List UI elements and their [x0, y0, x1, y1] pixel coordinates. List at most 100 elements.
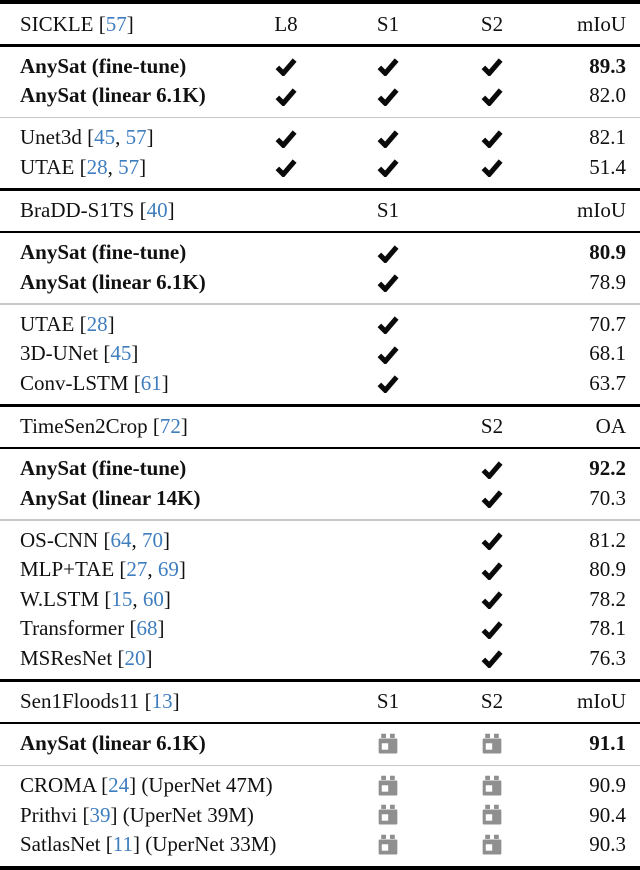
modality-cell-s2 — [440, 644, 544, 674]
modality-cell-l8 — [236, 238, 336, 268]
citation-link[interactable]: 28 — [86, 311, 108, 336]
check-icon — [481, 86, 503, 106]
label-suffix: (UperNet 47M) — [136, 773, 273, 798]
citation-link[interactable]: 39 — [89, 802, 111, 827]
label-text: Unet3d — [20, 125, 82, 150]
group-separator-rule — [0, 303, 640, 305]
method-label: Conv-LSTM [61] — [0, 370, 236, 395]
citation-link[interactable]: 72 — [159, 414, 181, 438]
citation-link[interactable]: 45 — [110, 341, 132, 366]
label-text: SatlasNet — [20, 832, 101, 857]
check-icon — [275, 56, 297, 77]
citation-link[interactable]: 69 — [157, 557, 179, 582]
check-icon — [481, 560, 503, 580]
modality-cell-l8 — [236, 339, 336, 369]
modality-cell-s1 — [336, 771, 440, 801]
bracket-close: ] — [132, 832, 140, 857]
check-icon — [481, 530, 503, 551]
column-header-label: S1 — [376, 11, 400, 36]
calendar-icon — [481, 834, 503, 856]
citation-separator: , — [115, 125, 126, 150]
modality-cell-s2 — [440, 123, 544, 153]
citation-link[interactable]: 40 — [146, 198, 168, 222]
modality-cell-s1 — [336, 644, 440, 674]
column-header-l8 — [236, 682, 336, 722]
metric-value: 80.9 — [589, 240, 626, 265]
dataset-name: BraDD-S1TS [40] — [0, 200, 236, 221]
label-text: AnySat (linear 14K) — [20, 485, 201, 510]
bracket-close: ] — [131, 341, 139, 366]
modality-cell-s2 — [440, 555, 544, 585]
modality-cell-s1 — [336, 454, 440, 484]
citation-link[interactable]: 15 — [111, 586, 133, 611]
modality-cell-s1 — [336, 729, 440, 759]
modality-cell-s1 — [336, 81, 440, 111]
row-group: AnySat (fine-tune) 80.9 AnySat (linear 6.1… — [0, 233, 640, 303]
citation-link[interactable]: 45 — [94, 125, 116, 150]
label-text: OS-CNN — [20, 527, 99, 552]
citation-link[interactable]: 11 — [112, 832, 133, 857]
citation-link[interactable]: 27 — [126, 557, 148, 582]
check-icon — [377, 344, 399, 364]
bracket-open: [ — [99, 586, 112, 611]
metric-value: 63.7 — [589, 370, 626, 395]
bracket-close: ] — [110, 802, 118, 827]
citation-link[interactable]: 60 — [142, 586, 164, 611]
modality-cell-s1 — [336, 123, 440, 153]
label-text: AnySat (linear 6.1K) — [20, 731, 206, 756]
check-icon — [481, 157, 503, 178]
modality-cell-l8 — [236, 555, 336, 585]
table-row: OS-CNN [64, 70] 81.2 — [0, 526, 640, 556]
citation-link[interactable]: 28 — [86, 154, 108, 179]
table-row: Conv-LSTM [61] 63.7 — [0, 369, 640, 399]
modality-cell-s2 — [440, 238, 544, 268]
citation-link[interactable]: 20 — [124, 645, 146, 670]
column-header-label: S2 — [480, 11, 504, 36]
bracket-close: ] — [172, 689, 180, 713]
modality-cell-l8 — [236, 771, 336, 801]
table-top-rule — [0, 0, 640, 4]
column-header-s2 — [440, 191, 544, 231]
bracket-open: [ — [77, 802, 90, 827]
citation-link[interactable]: 64 — [110, 527, 132, 552]
section-rule — [0, 404, 640, 407]
modality-cell-s1 — [336, 339, 440, 369]
method-label: 3D-UNet [45] — [0, 343, 236, 364]
metric-header: mIoU — [577, 198, 626, 222]
column-header-s2: S2 — [440, 407, 544, 447]
method-label: OS-CNN [64, 70] — [0, 527, 236, 552]
section-header-row: SICKLE [57] L8 S1 S2 mIoU — [0, 4, 640, 44]
label-text: AnySat (linear 6.1K) — [20, 269, 206, 294]
bracket-open: [ — [147, 414, 160, 438]
check-icon — [377, 314, 399, 335]
table-row: W.LSTM [15, 60] 78.2 — [0, 585, 640, 615]
label-text: Transformer — [20, 616, 125, 641]
citation-link[interactable]: 57 — [105, 11, 127, 36]
citation-link[interactable]: 61 — [140, 370, 162, 395]
table-row: CROMA [24] (UperNet 47M) 90.9 — [0, 771, 640, 801]
modality-cell-s1 — [336, 268, 440, 298]
citation-link[interactable]: 13 — [151, 689, 173, 713]
citation-link[interactable]: 24 — [108, 773, 130, 798]
column-header-s1: S1 — [336, 4, 440, 44]
citation-link[interactable]: 68 — [136, 616, 158, 641]
modality-cell-s2 — [440, 369, 544, 399]
modality-cell-s2 — [440, 268, 544, 298]
metric-value: 81.2 — [589, 527, 626, 552]
bracket-close: ] — [126, 11, 134, 36]
citation-link[interactable]: 57 — [125, 125, 147, 150]
bracket-open: [ — [112, 645, 125, 670]
group-separator-rule — [0, 764, 640, 766]
row-group: AnySat (fine-tune) 92.2 AnySat (linear 14K… — [0, 449, 640, 519]
table-row: AnySat (fine-tune) 80.9 — [0, 238, 640, 268]
citation-link[interactable]: 70 — [141, 527, 163, 552]
modality-cell-s2 — [440, 454, 544, 484]
bracket-close: ] — [163, 586, 171, 611]
citation-link[interactable]: 57 — [118, 154, 140, 179]
metric-value: 51.4 — [589, 154, 626, 179]
bracket-close: ] — [145, 645, 153, 670]
modality-cell-s1 — [336, 585, 440, 615]
modality-cell-l8 — [236, 153, 336, 183]
method-label: CROMA [24] (UperNet 47M) — [0, 773, 273, 798]
table-row: SatlasNet [11] (UperNet 33M) 90.3 — [0, 830, 640, 860]
